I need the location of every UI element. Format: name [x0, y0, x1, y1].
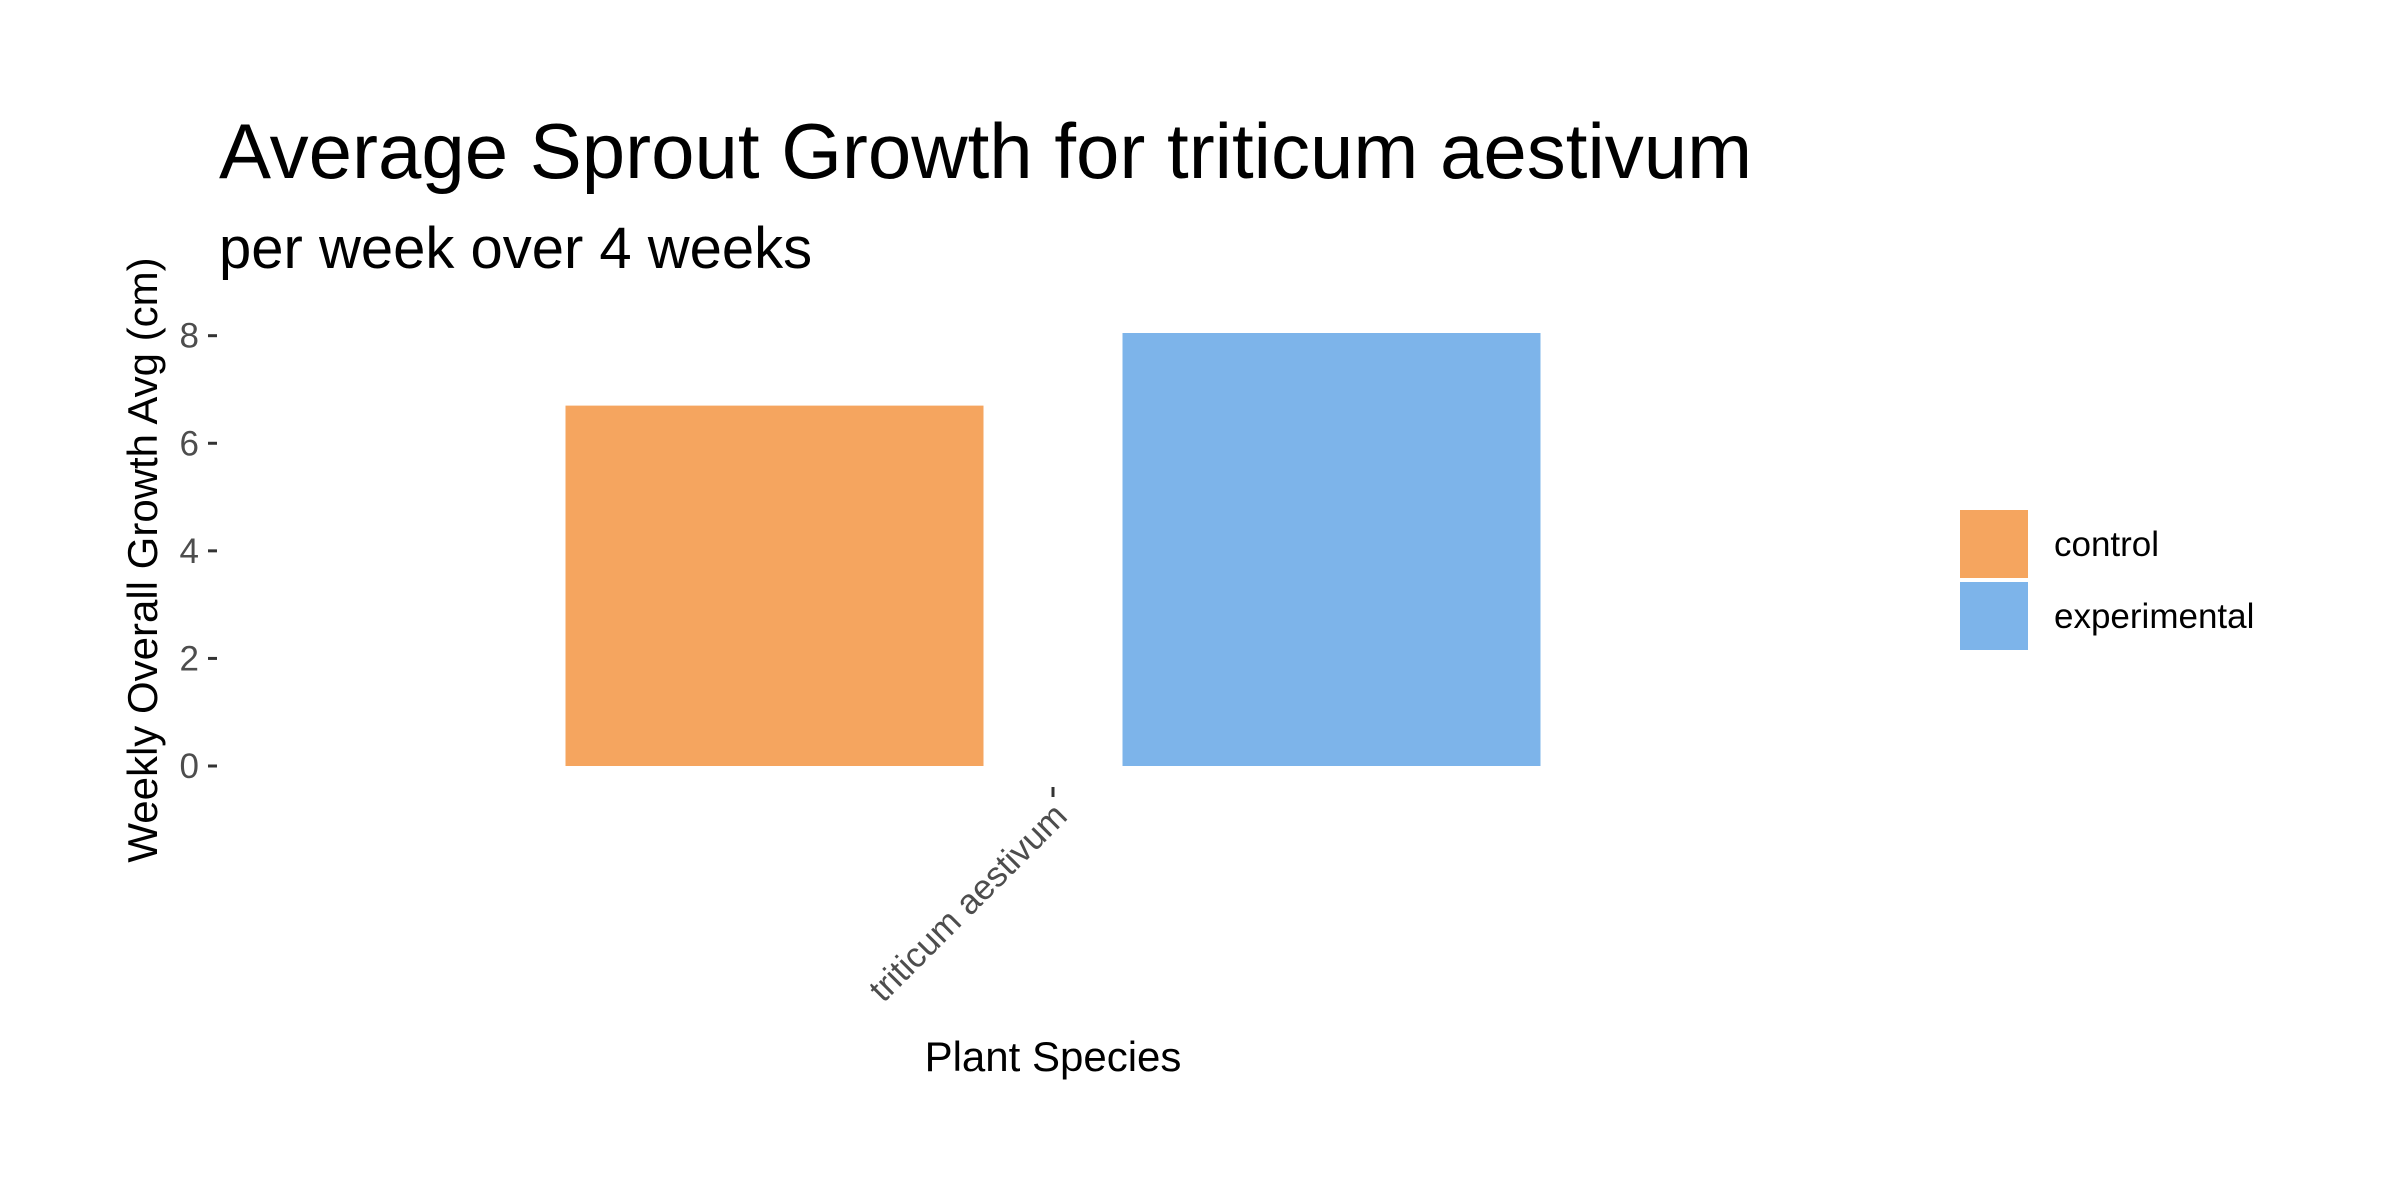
y-tick-label: 6: [180, 424, 199, 463]
bar-control: [565, 405, 984, 766]
legend: control experimental: [1960, 510, 2254, 650]
y-tick-label: 4: [180, 532, 199, 571]
bars-group: [565, 333, 1541, 766]
legend-key-control: [1960, 510, 2028, 578]
y-tick-label: 0: [180, 747, 199, 786]
x-axis-title: Plant Species: [925, 1033, 1182, 1080]
bar-experimental: [1122, 333, 1541, 766]
x-tick-label: triticum aestivum: [861, 796, 1074, 1009]
legend-label-control: control: [2054, 525, 2159, 564]
legend-label-experimental: experimental: [2054, 597, 2254, 636]
legend-key-experimental: [1960, 582, 2028, 650]
y-axis-title: Weekly Overall Growth Avg (cm): [119, 257, 166, 862]
y-axis: 0 2 4 6 8: [180, 317, 217, 786]
chart-subtitle: per week over 4 weeks: [219, 216, 812, 281]
chart-title: Average Sprout Growth for triticum aesti…: [219, 107, 1752, 195]
y-tick-label: 8: [180, 317, 199, 356]
x-axis: triticum aestivum: [861, 787, 1075, 1009]
y-tick-label: 2: [180, 639, 199, 678]
